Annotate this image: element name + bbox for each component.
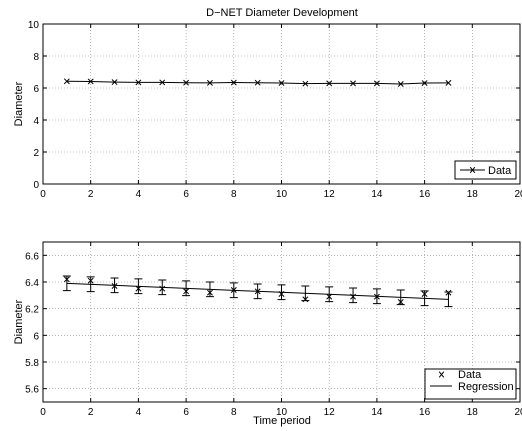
y-tick-label: 2 <box>33 148 39 159</box>
x-tick-label: 2 <box>88 407 94 418</box>
y-tick-label: 6.2 <box>25 305 39 316</box>
chart-bottom-ylabel: Diameter <box>13 299 25 344</box>
x-tick-label: 14 <box>371 407 383 418</box>
y-tick-label: 6 <box>33 331 39 342</box>
x-tick-label: 2 <box>88 189 94 200</box>
x-tick-label: 8 <box>231 189 237 200</box>
chart-top-legend-label: Data <box>488 165 512 177</box>
x-tick-label: 4 <box>136 189 142 200</box>
x-tick-label: 20 <box>514 407 522 418</box>
chart-bottom-legend-regression-label: Regression <box>458 381 514 393</box>
y-tick-label: 8 <box>33 52 39 63</box>
x-tick-label: 12 <box>324 407 336 418</box>
chart-top-legend: Data <box>455 161 516 179</box>
y-tick-label: 10 <box>28 20 40 31</box>
y-tick-label: 5.8 <box>25 358 39 369</box>
x-tick-label: 20 <box>514 189 522 200</box>
x-tick-label: 10 <box>276 189 288 200</box>
x-tick-label: 18 <box>467 189 479 200</box>
x-tick-label: 16 <box>419 189 431 200</box>
y-tick-label: 4 <box>33 116 39 127</box>
chart-top-title: D−NET Diameter Development <box>206 7 358 19</box>
chart-bottom-xlabel: Time period <box>253 415 311 427</box>
chart-top-ylabel: Diameter <box>13 81 25 126</box>
y-tick-label: 6 <box>33 84 39 95</box>
chart-top: D−NET Diameter Development 0 2 4 6 8 10 12 14 16… <box>13 7 522 200</box>
chart-bottom-legend: Data Regression <box>425 369 516 399</box>
x-tick-label: 4 <box>136 407 142 418</box>
y-tick-label: 5.6 <box>25 385 39 396</box>
y-tick-label: 6.4 <box>25 278 39 289</box>
x-tick-label: 6 <box>183 189 189 200</box>
x-tick-label: 18 <box>467 407 479 418</box>
y-tick-label: 6.6 <box>25 251 39 262</box>
x-tick-label: 14 <box>371 189 383 200</box>
x-tick-label: 6 <box>183 407 189 418</box>
x-tick-label: 0 <box>40 189 46 200</box>
y-tick-label: 0 <box>33 180 39 191</box>
x-tick-label: 12 <box>324 189 336 200</box>
x-tick-label: 16 <box>419 407 431 418</box>
chart-bottom-legend-data-label: Data <box>458 369 482 381</box>
x-tick-label: 0 <box>40 407 46 418</box>
x-tick-label: 8 <box>231 407 237 418</box>
